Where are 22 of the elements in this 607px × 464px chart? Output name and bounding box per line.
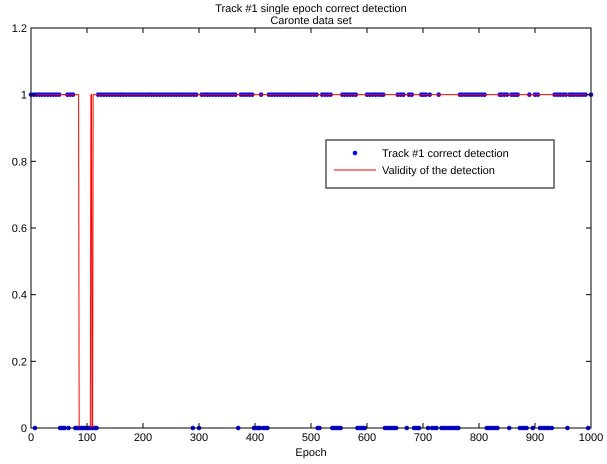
- y-tick-label: 0.2: [12, 356, 27, 368]
- legend-label: Validity of the detection: [382, 165, 495, 177]
- x-tick-label: 600: [358, 432, 376, 444]
- y-tick-label: 0.8: [12, 156, 27, 168]
- x-tick-label: 500: [302, 432, 320, 444]
- x-tick-label: 400: [246, 432, 264, 444]
- x-tick-label: 1000: [578, 432, 604, 444]
- chart-title: Track #1 single epoch correct detection: [215, 3, 407, 15]
- legend-label: Track #1 correct detection: [382, 148, 509, 160]
- y-tick-label: 0.6: [12, 223, 27, 235]
- x-axis-title: Epoch: [295, 447, 327, 459]
- y-tick-label: 1: [20, 90, 27, 102]
- chart-subtitle: Caronte data set: [270, 15, 352, 27]
- y-tick-label: 1.2: [12, 23, 27, 35]
- x-tick-label: 100: [78, 432, 96, 444]
- x-tick-label: 900: [526, 432, 544, 444]
- y-tick-label: 0.4: [12, 290, 27, 302]
- x-tick-label: 300: [190, 432, 208, 444]
- x-tick-label: 700: [414, 432, 432, 444]
- x-tick-label: 800: [470, 432, 488, 444]
- x-tick-label: 200: [134, 432, 152, 444]
- y-tick-label: 0: [20, 423, 27, 435]
